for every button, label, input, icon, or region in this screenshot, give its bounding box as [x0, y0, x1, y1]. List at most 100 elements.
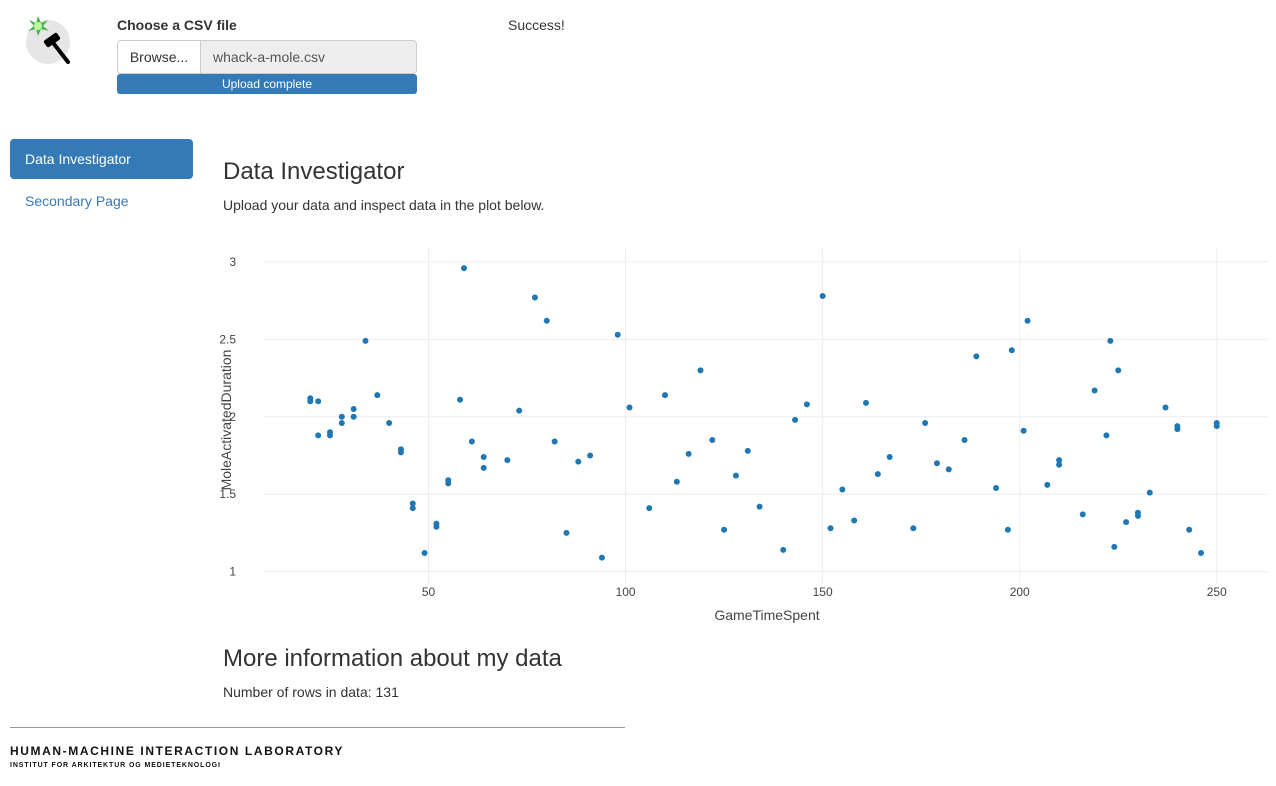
data-point[interactable]	[409, 500, 416, 507]
data-point[interactable]	[1107, 337, 1114, 344]
data-point[interactable]	[1213, 423, 1220, 430]
data-point[interactable]	[362, 337, 369, 344]
data-point[interactable]	[1004, 526, 1011, 533]
nav-item-data-investigator[interactable]: Data Investigator	[10, 139, 193, 179]
data-point[interactable]	[646, 505, 653, 512]
x-tick-label: 200	[1010, 585, 1030, 599]
data-point[interactable]	[792, 416, 799, 423]
hammer-spark-icon	[26, 16, 70, 64]
data-point[interactable]	[587, 452, 594, 459]
data-point[interactable]	[1174, 426, 1181, 433]
data-point[interactable]	[1134, 512, 1141, 519]
plot-points	[307, 265, 1220, 561]
data-point[interactable]	[721, 526, 728, 533]
data-point[interactable]	[350, 406, 357, 413]
data-point[interactable]	[1146, 489, 1153, 496]
browse-button[interactable]: Browse...	[117, 40, 201, 74]
data-point[interactable]	[839, 486, 846, 493]
nav-item-secondary-page[interactable]: Secondary Page	[25, 193, 129, 209]
data-point[interactable]	[551, 438, 558, 445]
data-point[interactable]	[922, 419, 929, 426]
y-tick-label: 2	[229, 410, 236, 424]
data-point[interactable]	[780, 546, 787, 553]
data-point[interactable]	[563, 529, 570, 536]
data-point[interactable]	[1162, 404, 1169, 411]
data-point[interactable]	[1056, 461, 1063, 468]
data-point[interactable]	[457, 396, 464, 403]
data-point[interactable]	[1186, 526, 1193, 533]
data-point[interactable]	[673, 478, 680, 485]
data-point[interactable]	[614, 331, 621, 338]
data-point[interactable]	[575, 458, 582, 465]
plot-grid	[263, 248, 1268, 584]
data-point[interactable]	[543, 317, 550, 324]
data-point[interactable]	[851, 517, 858, 524]
data-point[interactable]	[1056, 457, 1063, 464]
data-point[interactable]	[756, 503, 763, 510]
file-input-group[interactable]: Browse... whack-a-mole.csv	[117, 40, 417, 74]
data-point[interactable]	[315, 432, 322, 439]
data-point[interactable]	[1111, 543, 1118, 550]
data-point[interactable]	[933, 460, 940, 467]
data-point[interactable]	[803, 401, 810, 408]
data-point[interactable]	[709, 437, 716, 443]
x-tick-label: 150	[813, 585, 833, 599]
data-point[interactable]	[461, 265, 467, 272]
data-point[interactable]	[480, 464, 487, 471]
y-tick-label: 2.5	[219, 332, 236, 346]
data-point[interactable]	[863, 399, 869, 406]
data-point[interactable]	[516, 407, 523, 414]
data-point[interactable]	[1044, 481, 1051, 488]
data-point[interactable]	[910, 525, 917, 532]
footer-divider	[10, 727, 625, 728]
status-text: Success!	[508, 17, 565, 33]
data-point[interactable]	[374, 392, 381, 399]
data-point[interactable]	[433, 523, 440, 530]
data-point[interactable]	[961, 437, 968, 443]
lab-subtitle: INSTITUT FOR ARKITEKTUR OG MEDIETEKNOLOG…	[10, 762, 221, 769]
data-point[interactable]	[886, 454, 893, 461]
data-point[interactable]	[531, 294, 538, 301]
data-point[interactable]	[504, 457, 511, 464]
data-point[interactable]	[421, 550, 428, 557]
data-point[interactable]	[1079, 511, 1086, 518]
data-point[interactable]	[819, 293, 826, 299]
data-point[interactable]	[1198, 550, 1204, 557]
data-point[interactable]	[338, 413, 345, 420]
y-axis-label: MoleActivatedDuration	[218, 350, 234, 491]
scatter-plot[interactable]: 50 100 150 200 250 1 1.5 2 2.5 3 GameTimeSpent Mo…	[213, 240, 1273, 630]
data-point[interactable]	[874, 471, 881, 478]
data-point[interactable]	[744, 447, 751, 454]
data-point[interactable]	[1024, 317, 1031, 324]
data-point[interactable]	[973, 353, 980, 360]
data-point[interactable]	[732, 472, 739, 479]
data-point[interactable]	[468, 438, 475, 445]
data-point[interactable]	[993, 485, 1000, 491]
data-point[interactable]	[409, 505, 416, 512]
upload-progress-fill: Upload complete	[117, 74, 417, 94]
data-point[interactable]	[827, 525, 834, 532]
data-point[interactable]	[662, 392, 668, 399]
data-point[interactable]	[945, 466, 952, 473]
data-point[interactable]	[445, 480, 452, 487]
data-point[interactable]	[397, 449, 404, 456]
data-point[interactable]	[1123, 519, 1130, 526]
x-tick-label: 50	[422, 585, 436, 599]
data-point[interactable]	[327, 432, 333, 439]
data-point[interactable]	[1008, 347, 1015, 354]
data-point[interactable]	[1091, 387, 1098, 394]
data-point[interactable]	[1103, 432, 1110, 439]
data-point[interactable]	[338, 419, 345, 426]
data-point[interactable]	[697, 367, 704, 374]
data-point[interactable]	[1115, 367, 1122, 374]
data-point[interactable]	[307, 398, 314, 405]
file-name-field[interactable]: whack-a-mole.csv	[201, 40, 417, 74]
data-point[interactable]	[1020, 427, 1027, 434]
data-point[interactable]	[626, 404, 633, 411]
data-point[interactable]	[480, 454, 487, 461]
data-point[interactable]	[598, 554, 605, 561]
data-point[interactable]	[350, 413, 357, 420]
data-point[interactable]	[386, 419, 393, 426]
data-point[interactable]	[685, 450, 692, 457]
data-point[interactable]	[315, 398, 322, 405]
